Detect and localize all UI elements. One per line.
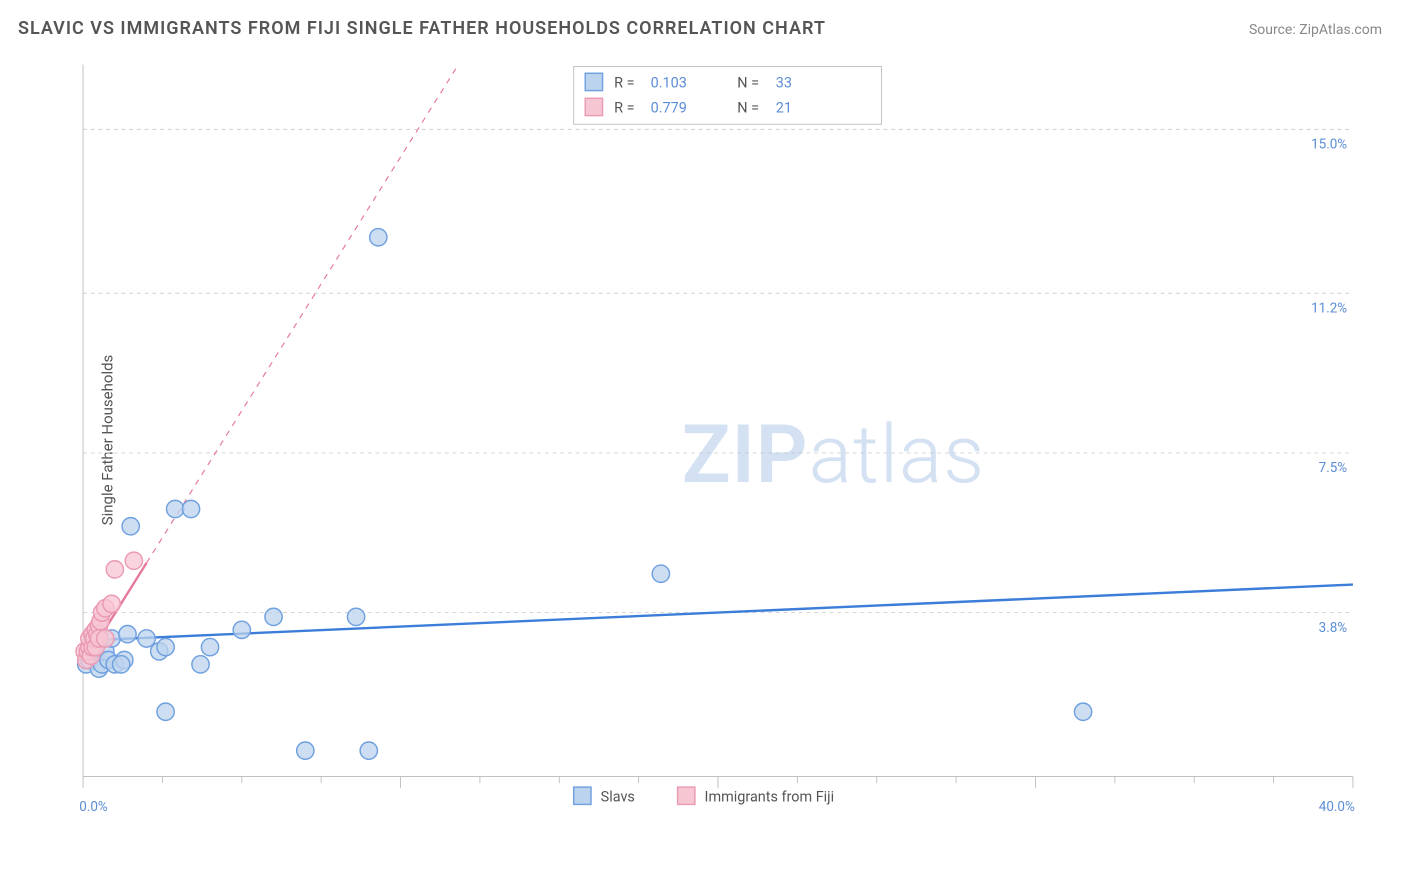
stats-r-value: 0.779 [651, 100, 687, 117]
x-tick-label: 40.0% [1319, 800, 1355, 815]
chart-title: SLAVIC VS IMMIGRANTS FROM FIJI SINGLE FA… [18, 18, 826, 39]
source-label: Source: ZipAtlas.com [1249, 22, 1382, 38]
y-tick-label: 11.2% [1311, 302, 1347, 317]
data-point [103, 595, 120, 612]
data-point [122, 518, 139, 535]
stats-n-label: N = [737, 75, 759, 92]
y-tick-label: 7.5% [1319, 461, 1348, 476]
legend-swatch [585, 73, 602, 90]
data-point [652, 565, 669, 582]
stats-r-value: 0.103 [651, 75, 687, 92]
data-point [166, 500, 183, 517]
data-point [1074, 703, 1091, 720]
y-tick-label: 3.8% [1319, 621, 1348, 636]
stats-n-label: N = [737, 100, 759, 117]
data-point [182, 500, 199, 517]
data-point [113, 656, 130, 673]
data-point [233, 621, 250, 638]
legend-label: Slavs [601, 789, 635, 806]
scatter-plot: ZIPatlas 3.8% 7.5% 11.2% 15.0% 0.0% 40.0% R = 0.… [48, 55, 1388, 815]
data-point [297, 742, 314, 759]
stats-n-value: 21 [776, 100, 792, 117]
legend-swatch [574, 787, 591, 804]
legend-swatch [585, 98, 602, 115]
legend-swatch [678, 787, 695, 804]
data-point [192, 656, 209, 673]
legend-label: Immigrants from Fiji [705, 789, 835, 806]
data-point [138, 630, 155, 647]
data-point [97, 630, 114, 647]
stats-r-label: R = [614, 75, 634, 92]
data-point [265, 608, 282, 625]
y-tick-label: 15.0% [1311, 138, 1347, 153]
data-point [370, 229, 387, 246]
stats-r-label: R = [614, 100, 634, 117]
stats-n-value: 33 [776, 75, 792, 92]
data-point [157, 703, 174, 720]
data-point [119, 625, 136, 642]
x-tick-label: 0.0% [79, 800, 108, 815]
data-point [125, 552, 142, 569]
data-point [347, 608, 364, 625]
data-point [201, 638, 218, 655]
watermark: ZIPatlas [682, 407, 985, 502]
pink-trend-dash [147, 65, 459, 563]
data-point [157, 638, 174, 655]
data-point [360, 742, 377, 759]
data-point [106, 561, 123, 578]
